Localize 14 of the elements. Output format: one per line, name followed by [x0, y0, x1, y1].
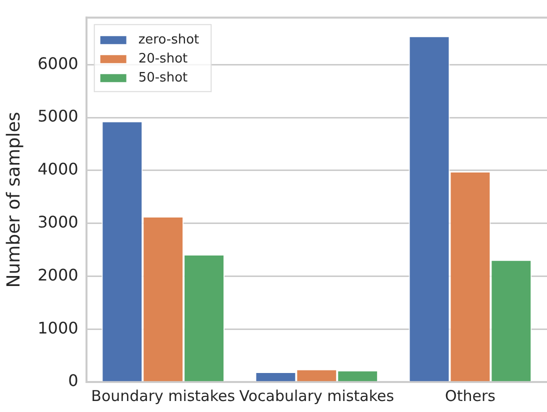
y-tick-label: 6000 — [38, 54, 78, 73]
y-tick-label: 1000 — [38, 318, 78, 338]
y-tick-label: 4000 — [38, 160, 78, 179]
x-tick-label: Boundary mistakes — [91, 386, 236, 405]
y-tick-label: 0 — [68, 371, 78, 390]
y-axis-title: Number of samples — [3, 112, 24, 288]
y-tick-label: 2000 — [38, 265, 78, 284]
legend-label: zero-shot — [138, 32, 200, 48]
y-tick-label: 5000 — [38, 106, 78, 126]
x-tick-label: Others — [445, 386, 496, 405]
legend-label: 50-shot — [138, 70, 188, 86]
y-tick-label: 3000 — [38, 212, 78, 232]
x-tick-label: Vocabulary mistakes — [239, 386, 394, 405]
legend-label: 20-shot — [138, 51, 188, 66]
